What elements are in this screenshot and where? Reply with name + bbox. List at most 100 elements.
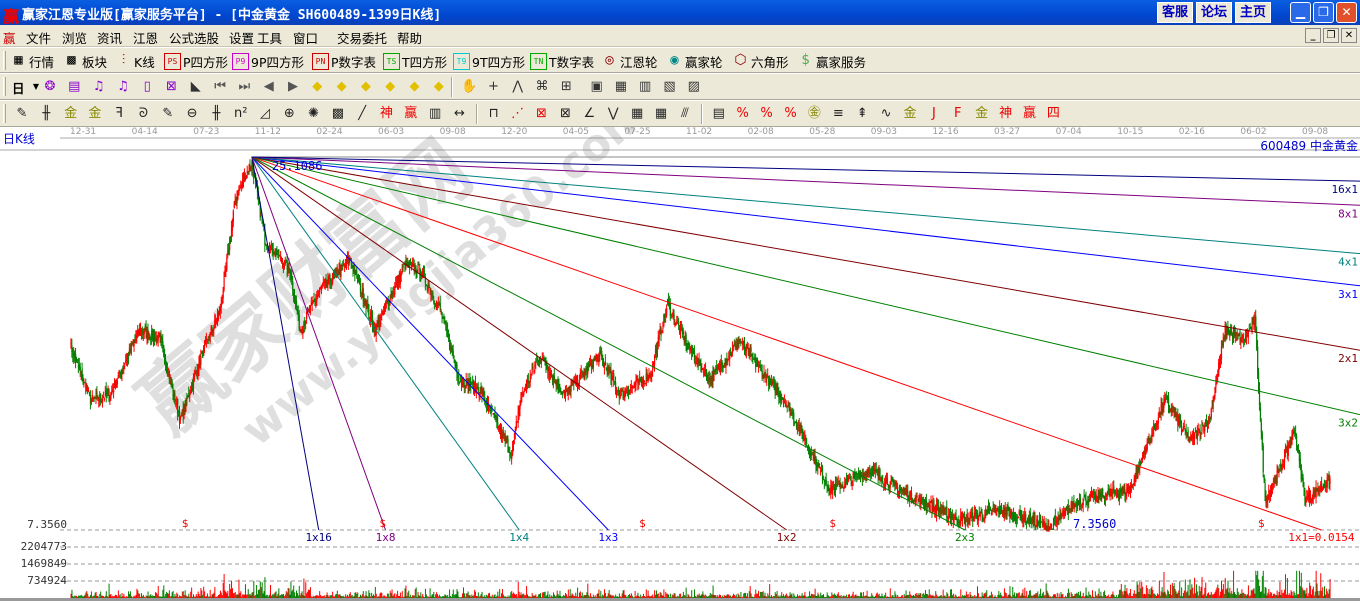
menu-4[interactable]: 公式选股 [169, 31, 220, 46]
diamond-h-icon[interactable]: ◆ [360, 79, 371, 94]
period-select[interactable]: 日 [12, 81, 25, 96]
report-icon[interactable]: ▥ [639, 79, 652, 94]
arrow-icon[interactable]: ⇞ [856, 106, 868, 121]
menu-1[interactable]: 浏览 [62, 31, 88, 46]
calculator-icon[interactable]: ▦ [614, 79, 628, 94]
grid-icon[interactable]: ╫ [212, 106, 221, 121]
menu-8[interactable]: 交易委托 [337, 31, 388, 46]
kline9-icon[interactable]: ♫ [117, 79, 129, 94]
print-icon[interactable]: ▨ [687, 79, 700, 94]
notes-icon[interactable]: ▤ [68, 79, 81, 94]
toolbar-tn-button[interactable]: TN T数字表 [530, 52, 594, 71]
grid3-icon[interactable]: ▦ [654, 106, 668, 121]
network-icon[interactable]: ❂ [44, 79, 56, 94]
angle2-icon[interactable]: ∠ [583, 106, 596, 121]
first-icon[interactable]: ⏮ [214, 79, 226, 94]
diamond-all-icon[interactable]: ◆ [433, 79, 444, 94]
save-icon[interactable]: ▧ [663, 79, 676, 94]
mdi-close-button[interactable]: ✕ [1341, 28, 1357, 43]
toolbar-gann-wheel-button[interactable]: ◎ 江恩轮 [601, 52, 657, 71]
toolbar-p9-button[interactable]: P9 9P四方形 [232, 52, 304, 71]
menu-5[interactable]: 设置 [229, 31, 255, 46]
toolbar-pn-button[interactable]: PN P数字表 [312, 52, 376, 71]
angle-icon[interactable]: ╱ [358, 106, 367, 121]
brush-icon[interactable]: ✎ [162, 106, 174, 121]
toolbar-table-button[interactable]: ▦ 行情 [10, 52, 54, 71]
toolbar-t9-button[interactable]: T9 9T四方形 [453, 52, 525, 71]
square-fan-icon[interactable]: ⊠ [536, 106, 547, 121]
calendar-icon[interactable]: ▣ [590, 79, 603, 94]
gold2-icon[interactable]: 金 [88, 106, 102, 121]
toolbar-candlestick-button[interactable]: ⫶ K线 [115, 52, 155, 71]
menu-3[interactable]: 江恩 [133, 31, 159, 46]
web-icon[interactable]: ✺ [308, 106, 320, 121]
diamond-right-icon[interactable]: ◆ [336, 79, 347, 94]
mdi-restore-button[interactable]: ❐ [1323, 28, 1339, 43]
lines-icon[interactable]: ⫻ [681, 106, 689, 121]
win-icon[interactable]: 赢 [404, 106, 418, 121]
mdi-minimize-button[interactable]: _ [1305, 28, 1321, 43]
box-icon[interactable]: ⊓ [488, 106, 499, 121]
f-fan-icon[interactable]: F [954, 106, 962, 121]
spiral-icon[interactable]: ᘐ [138, 106, 149, 121]
diamond-expand-icon[interactable]: ◆ [409, 79, 420, 94]
menu-6[interactable]: 工具 [257, 31, 283, 46]
last-icon[interactable]: ⏭ [238, 79, 251, 94]
menu-0[interactable]: 文件 [26, 31, 52, 46]
percent-fan-icon[interactable]: % [736, 106, 749, 121]
toolbar-blocks-button[interactable]: ▩ 板块 [63, 52, 107, 71]
toolbar-ts-button[interactable]: TS T四方形 [383, 52, 447, 71]
four-fan-icon[interactable]: 四 [1046, 106, 1060, 121]
formula-icon[interactable]: ⊠ [166, 79, 177, 94]
forum-link[interactable]: 论坛 [1196, 2, 1232, 23]
text-icon[interactable]: ▤ [712, 106, 725, 121]
circle-icon[interactable]: ⊖ [186, 106, 198, 121]
toolbar-dollar-button[interactable]: $ 赢家服务 [797, 52, 866, 71]
gold-lines-icon[interactable]: ≡ [832, 106, 844, 121]
target-icon[interactable]: ⊕ [283, 106, 295, 121]
sine-icon[interactable]: ∿ [880, 106, 892, 121]
diamond-left-icon[interactable]: ◆ [312, 79, 323, 94]
candle-icon[interactable]: ▯ [143, 79, 151, 94]
toolbar-big-wheel-button[interactable]: ◉ 赢家轮 [666, 52, 722, 71]
gold-icon[interactable]: 金 [64, 106, 78, 121]
n2-icon[interactable]: n² [233, 106, 248, 121]
pen-icon[interactable]: ✎ [16, 106, 28, 121]
kline3-icon[interactable]: ♫ [92, 79, 105, 94]
gold-line-icon[interactable]: 金 [903, 106, 917, 121]
histogram-icon[interactable]: ◣ [190, 79, 201, 94]
parallel-icon[interactable]: ╫ [42, 106, 51, 121]
hand-icon[interactable]: ✋ [461, 79, 478, 94]
gold-fan-icon[interactable]: 金 [975, 106, 989, 121]
multi-icon[interactable]: ⊞ [560, 79, 572, 94]
restore-button[interactable]: ❐ [1313, 2, 1334, 23]
pattern-icon[interactable]: ⌘ [535, 79, 549, 94]
minimize-button[interactable]: ▁ [1290, 2, 1311, 23]
percent-lines-icon[interactable]: % [784, 106, 797, 121]
toolbar-hexagon-button[interactable]: ⬡ 六角形 [732, 52, 788, 71]
menu-7[interactable]: 窗口 [293, 31, 319, 46]
measure-icon[interactable]: ↔ [453, 106, 465, 121]
crosshair-icon[interactable]: + [487, 79, 499, 94]
percent-icon[interactable]: % [760, 106, 773, 121]
gold-circle-icon[interactable]: ㊎ [807, 106, 821, 121]
grid2-icon[interactable]: ▦ [630, 106, 644, 121]
god-fan-icon[interactable]: 神 [999, 106, 1013, 121]
homepage-link[interactable]: 主页 [1235, 2, 1271, 23]
triangle-icon[interactable]: ◿ [260, 106, 270, 121]
fan-icon[interactable]: ⋰ [511, 106, 525, 121]
menu-9[interactable]: 帮助 [397, 31, 423, 46]
diamond-shrink-icon[interactable]: ◆ [385, 79, 396, 94]
menu-2[interactable]: 资讯 [97, 31, 123, 46]
toolbar-ps-button[interactable]: PS P四方形 [164, 52, 228, 71]
left-icon[interactable]: ◀ [263, 79, 274, 94]
customer-service-link[interactable]: 客服 [1157, 2, 1193, 23]
right-icon[interactable]: ▶ [288, 79, 298, 94]
kline-chart[interactable]: 12-31 04-14 07-23 11-12 02-24 06-03 09-08 12-20… [0, 127, 1360, 604]
line-draw-icon[interactable]: ⋀ [512, 79, 524, 94]
period-dropdown-icon[interactable]: ▼ [32, 82, 40, 91]
god-icon[interactable]: 神 [379, 106, 393, 121]
j-fan-icon[interactable]: J [931, 106, 936, 121]
close-button[interactable]: ✕ [1336, 2, 1357, 23]
square-diag-icon[interactable]: ⊠ [559, 106, 571, 121]
